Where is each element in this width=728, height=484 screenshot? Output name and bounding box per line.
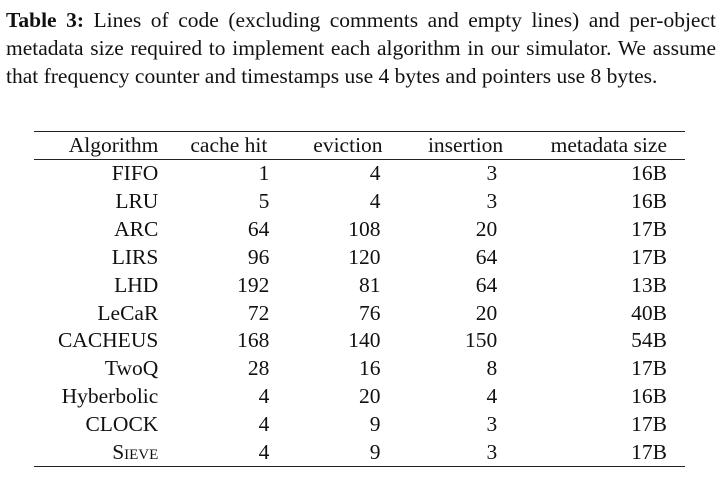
cell-metadata-size: 16B: [631, 189, 667, 214]
table-row: TwoQ 28 16 8 17B: [34, 355, 685, 383]
header-eviction: eviction: [275, 131, 387, 160]
cell-cache-hit: 192: [237, 272, 270, 297]
cell-eviction: 108: [348, 217, 381, 242]
cell-cache-hit: 4: [258, 384, 270, 409]
cell-algorithm: Sieve: [34, 438, 161, 468]
cell-eviction: 120: [348, 244, 381, 269]
cell-metadata-size: 17B: [631, 356, 667, 381]
cell-metadata-size: 16B: [631, 161, 667, 186]
cell-insertion: 20: [475, 300, 498, 325]
cell-eviction: 76: [359, 300, 381, 325]
cell-insertion: 3: [486, 161, 498, 186]
cell-insertion: 20: [475, 217, 498, 242]
cell-eviction: 81: [359, 272, 381, 297]
cell-algorithm: LRU: [115, 189, 159, 214]
table-row: LIRS 96 120 64 17B: [34, 244, 685, 272]
cell-metadata-size: 16B: [631, 384, 667, 409]
cell-cache-hit: 168: [237, 328, 270, 353]
cell-insertion: 64: [475, 272, 498, 297]
table-row: CACHEUS 168 140 150 54B: [34, 327, 685, 355]
table-row: FIFO 1 4 3 16B: [34, 160, 685, 188]
cell-algorithm: FIFO: [111, 161, 159, 186]
cell-eviction: 16: [359, 356, 381, 381]
cell-metadata-size: 54B: [631, 328, 667, 353]
cell-insertion: 4: [486, 384, 498, 409]
cell-algorithm: CLOCK: [85, 412, 159, 437]
cell-metadata-size: 17B: [631, 244, 667, 269]
cell-metadata-size: 13B: [631, 272, 667, 297]
cell-eviction: 9: [275, 438, 387, 468]
cell-cache-hit: 4: [258, 412, 270, 437]
cell-metadata-size: 40B: [631, 300, 667, 325]
table-row: Sieve 4 9 3 17B: [34, 438, 685, 468]
cell-cache-hit: 72: [247, 300, 270, 325]
table-header-row: Algorithm cache hit eviction insertion m…: [34, 131, 685, 160]
cell-insertion: 3: [486, 189, 498, 214]
cell-algorithm: Hyberbolic: [61, 384, 159, 409]
cell-algorithm: LeCaR: [97, 300, 159, 325]
cell-cache-hit: 4: [160, 438, 276, 468]
cell-insertion: 64: [475, 244, 498, 269]
results-table: Algorithm cache hit eviction insertion m…: [34, 131, 685, 468]
cell-algorithm: LIRS: [111, 244, 159, 269]
cell-metadata-size: 17B: [631, 412, 667, 437]
cell-metadata-size: 17B: [631, 217, 667, 242]
cell-cache-hit: 28: [247, 356, 270, 381]
caption-label: Table 3:: [6, 8, 85, 32]
header-insertion: insertion: [386, 131, 504, 160]
cell-insertion: 3: [486, 412, 498, 437]
header-algorithm: Algorithm: [34, 131, 161, 160]
cell-algorithm: TwoQ: [104, 356, 159, 381]
table-row: ARC 64 108 20 17B: [34, 216, 685, 244]
table-row: Hyberbolic 4 20 4 16B: [34, 383, 685, 411]
table-row: CLOCK 4 9 3 17B: [34, 411, 685, 439]
cell-insertion: 3: [386, 438, 504, 468]
cell-eviction: 4: [369, 161, 381, 186]
header-cache-hit: cache hit: [160, 131, 276, 160]
cell-cache-hit: 64: [247, 217, 270, 242]
cell-algorithm: CACHEUS: [57, 328, 159, 353]
table-row: LHD 192 81 64 13B: [34, 271, 685, 299]
cell-insertion: 150: [464, 328, 498, 353]
cell-eviction: 140: [348, 328, 381, 353]
table-row: LeCaR 72 76 20 40B: [34, 299, 685, 327]
cell-algorithm: ARC: [114, 217, 159, 242]
cell-metadata-size: 17B: [503, 438, 685, 468]
cell-cache-hit: 5: [258, 189, 270, 214]
caption-text: Lines of code (excluding comments and em…: [6, 8, 716, 88]
cell-algorithm: LHD: [114, 272, 159, 297]
header-metadata-size: metadata size: [503, 131, 685, 160]
cell-eviction: 20: [359, 384, 381, 409]
table-caption: Table 3: Lines of code (excluding commen…: [6, 6, 716, 90]
table-row: LRU 5 4 3 16B: [34, 188, 685, 216]
cell-cache-hit: 1: [258, 161, 270, 186]
cell-cache-hit: 96: [247, 244, 270, 269]
cell-eviction: 4: [369, 189, 381, 214]
cell-insertion: 8: [486, 356, 498, 381]
cell-eviction: 9: [369, 412, 381, 437]
